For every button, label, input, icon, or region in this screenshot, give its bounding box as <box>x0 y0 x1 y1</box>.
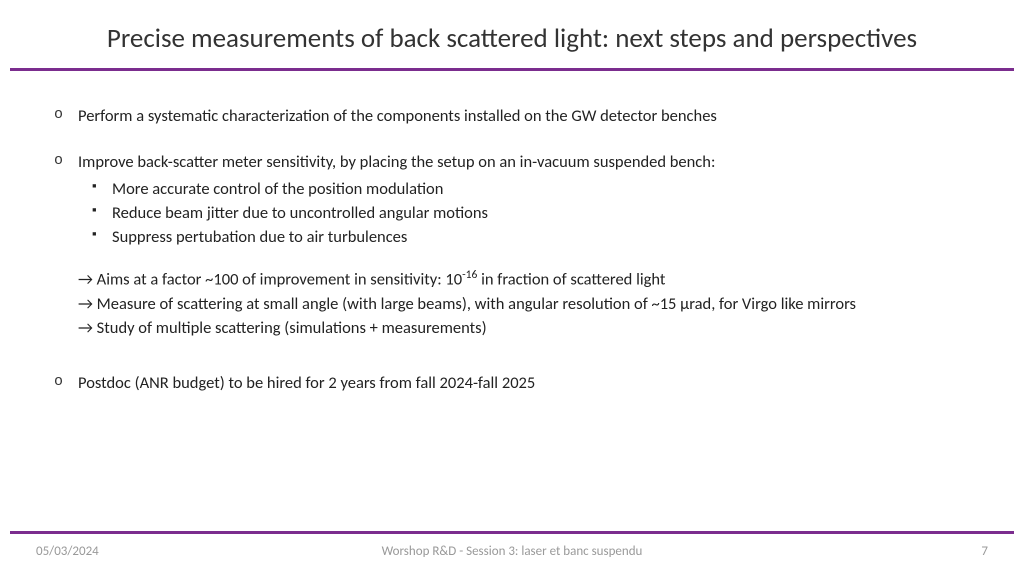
sub-2: Reduce beam jitter due to uncontrolled a… <box>78 202 1004 224</box>
sub-1: More accurate control of the position mo… <box>78 178 1004 200</box>
bullet-2-text: Improve back-scatter meter sensitivity, … <box>78 152 715 172</box>
slide-title: Precise measurements of back scattered l… <box>0 22 1024 55</box>
arrow-block: → Aims at a factor ~100 of improvement i… <box>78 268 1004 339</box>
sub-3: Suppress pertubation due to air turbulen… <box>78 226 1004 248</box>
arrow-1-pre: → Aims at a factor ~100 of improvement i… <box>78 270 462 290</box>
arrow-3: → Study of multiple scattering (simulati… <box>78 317 1004 339</box>
divider-bottom <box>10 531 1014 534</box>
slide-container: Precise measurements of back scattered l… <box>0 0 1024 576</box>
arrow-1-sup: -16 <box>462 268 477 282</box>
footer-session: Worshop R&D - Session 3: laser et banc s… <box>0 544 1024 559</box>
bullet-3-text: Postdoc (ANR budget) to be hired for 2 y… <box>78 373 535 393</box>
arrow-2: → Measure of scattering at small angle (… <box>78 293 1004 315</box>
divider-top <box>10 68 1014 71</box>
bullet-2: Improve back-scatter meter sensitivity, … <box>50 151 1004 339</box>
bullet-3: Postdoc (ANR budget) to be hired for 2 y… <box>50 372 1004 394</box>
footer: 05/03/2024 Worshop R&D - Session 3: lase… <box>0 544 1024 564</box>
footer-page: 7 <box>981 544 988 559</box>
slide-body: Perform a systematic characterization of… <box>50 105 1004 418</box>
arrow-1-post: in fraction of scattered light <box>477 270 665 290</box>
main-list: Perform a systematic characterization of… <box>50 105 1004 394</box>
sub-list: More accurate control of the position mo… <box>78 178 1004 249</box>
bullet-1-text: Perform a systematic characterization of… <box>78 106 717 126</box>
arrow-1: → Aims at a factor ~100 of improvement i… <box>78 268 1004 291</box>
bullet-1: Perform a systematic characterization of… <box>50 105 1004 127</box>
